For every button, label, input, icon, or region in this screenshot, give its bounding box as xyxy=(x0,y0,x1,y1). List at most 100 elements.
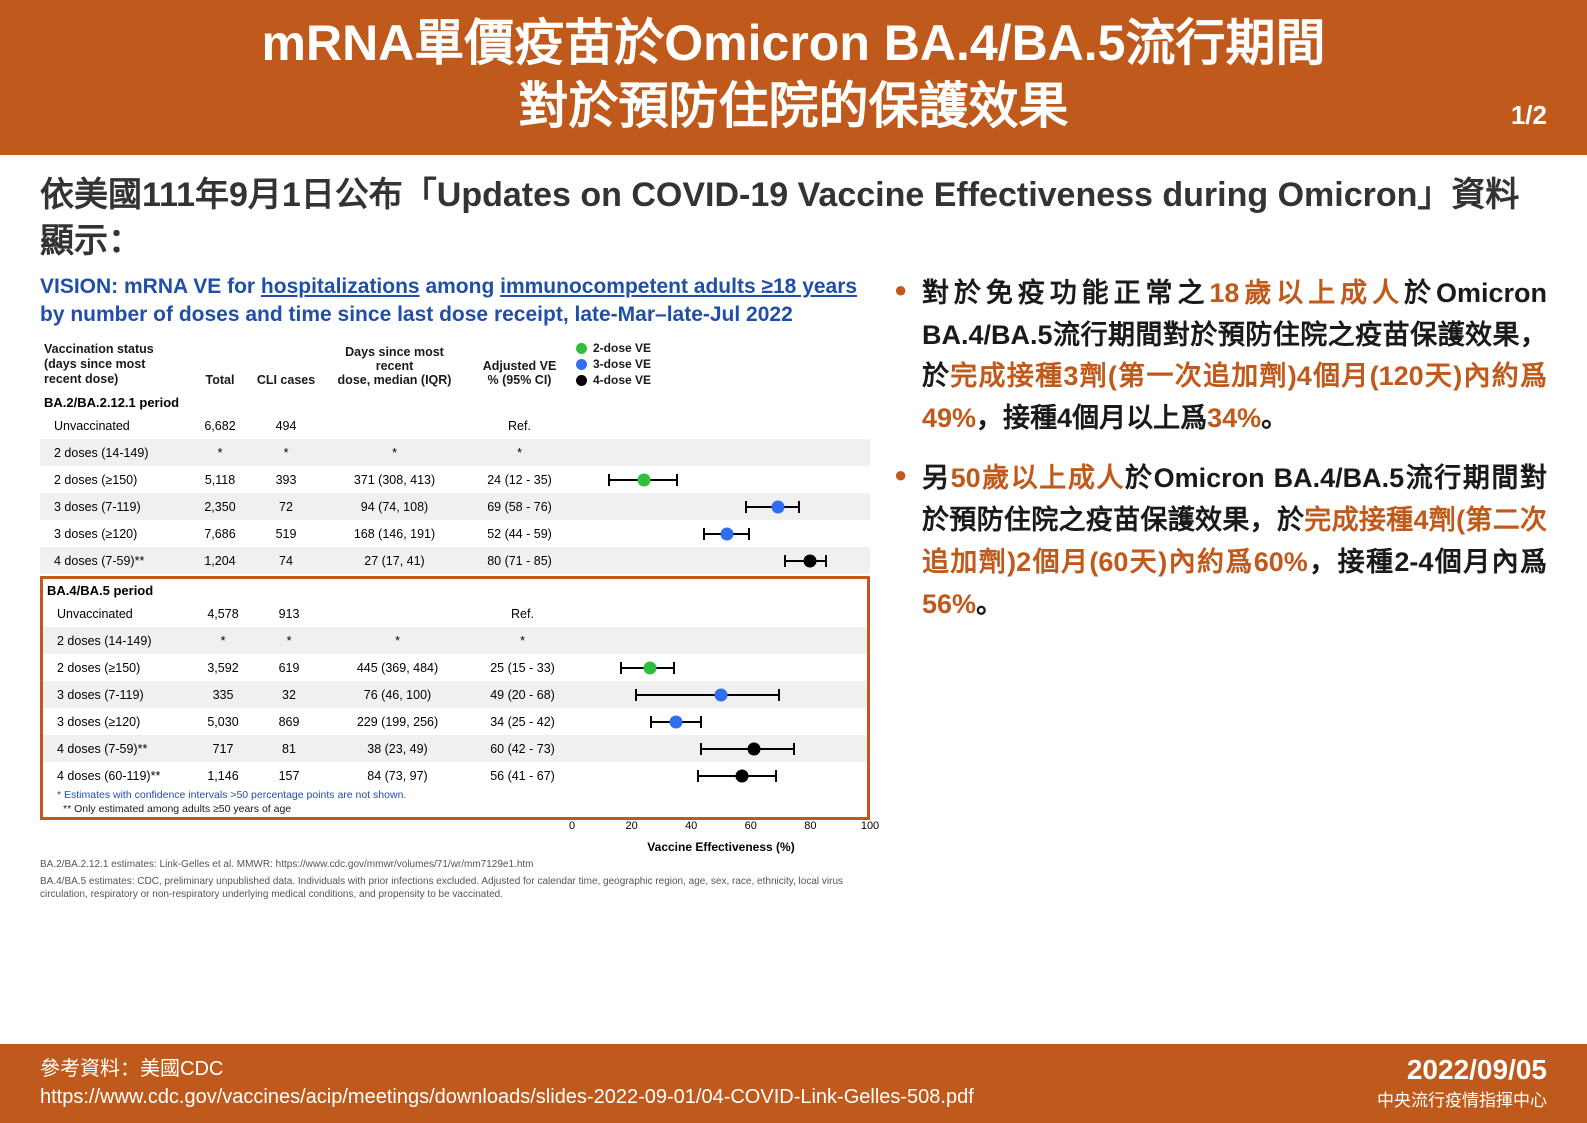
cell-cli: 72 xyxy=(250,500,322,514)
legend-label: 3-dose VE xyxy=(593,357,651,371)
cell-cli: 494 xyxy=(250,419,322,433)
forest-plot-cell xyxy=(575,708,867,735)
forest-plot-cell xyxy=(575,681,867,708)
footer-date: 2022/09/05 xyxy=(1377,1054,1547,1086)
cell-cli: 519 xyxy=(250,527,322,541)
cell-cli: * xyxy=(250,446,322,460)
cell-cli: 81 xyxy=(253,742,325,756)
bullet-item: 對於免疫功能正常之18歲以上成人於Omicron BA.4/BA.5流行期間對於… xyxy=(894,273,1547,440)
cell-ve: 60 (42 - 73) xyxy=(470,742,575,756)
bullet-list: 對於免疫功能正常之18歲以上成人於Omicron BA.4/BA.5流行期間對於… xyxy=(894,273,1547,626)
cell-cli: 393 xyxy=(250,473,322,487)
chart-title-seg: VISION: mRNA VE for xyxy=(40,275,261,298)
chart-title: VISION: mRNA VE for hospitalizations amo… xyxy=(40,273,870,330)
cell-status: 2 doses (14-149) xyxy=(43,634,193,648)
intro-text: 依美國111年9月1日公布「Updates on COVID-19 Vaccin… xyxy=(0,155,1587,273)
forest-plot-cell xyxy=(575,735,867,762)
footer-reference: 參考資料：美國CDC https://www.cdc.gov/vaccines/… xyxy=(40,1055,974,1111)
axis-tick: 0 xyxy=(569,820,575,832)
legend-label: 4-dose VE xyxy=(593,373,651,387)
cell-days: 229 (199, 256) xyxy=(325,715,470,729)
forest-plot-cell xyxy=(575,627,867,654)
section-ba45-highlighted: BA.4/BA.5 periodUnvaccinated 4,578 913 R… xyxy=(40,576,870,819)
col-cli: CLI cases xyxy=(250,373,322,387)
cell-total: 3,592 xyxy=(193,661,253,675)
chart-title-seg: by number of doses and time since last d… xyxy=(40,303,793,326)
legend-item: 4-dose VE xyxy=(576,373,651,387)
chart-legend: 2-dose VE 3-dose VE 4-dose VE xyxy=(572,341,870,387)
cell-ve: 49 (20 - 68) xyxy=(470,688,575,702)
cell-total: 4,578 xyxy=(193,607,253,621)
cell-cli: 913 xyxy=(253,607,325,621)
cell-total: 7,686 xyxy=(190,527,250,541)
cell-days: 445 (369, 484) xyxy=(325,661,470,675)
body-text: 對於免疫功能正常之 xyxy=(922,278,1209,308)
table-row: 3 doses (7-119) 335 32 76 (46, 100) 49 (… xyxy=(43,681,867,708)
axis-tick: 80 xyxy=(804,820,816,832)
cell-status: 2 doses (≥150) xyxy=(43,661,193,675)
cell-days: 76 (46, 100) xyxy=(325,688,470,702)
highlight-text: 50歲以上成人 xyxy=(951,463,1125,493)
col-total: Total xyxy=(190,373,250,387)
cell-days: 38 (23, 49) xyxy=(325,742,470,756)
cell-status: 3 doses (≥120) xyxy=(43,715,193,729)
cell-ve: * xyxy=(470,634,575,648)
cell-status: 3 doses (7-119) xyxy=(43,688,193,702)
bullet-item: 另50歲以上成人於Omicron BA.4/BA.5流行期間對於預防住院之疫苗保… xyxy=(894,458,1547,625)
highlight-text: 56% xyxy=(922,589,976,619)
cell-status: 4 doses (60-119)** xyxy=(43,769,193,783)
cell-ve: 25 (15 - 33) xyxy=(470,661,575,675)
axis-tick: 20 xyxy=(625,820,637,832)
cell-status: Unvaccinated xyxy=(43,607,193,621)
x-axis-ticks: 020406080100 xyxy=(572,820,870,838)
table-header-row: Vaccination status(days since mostrecent… xyxy=(40,341,870,391)
cell-ve: 34 (25 - 42) xyxy=(470,715,575,729)
summary-panel: 對於免疫功能正常之18歲以上成人於Omicron BA.4/BA.5流行期間對於… xyxy=(894,273,1547,901)
cell-cli: * xyxy=(253,634,325,648)
body-text: 。 xyxy=(1261,403,1288,433)
cell-total: 1,146 xyxy=(193,769,253,783)
chart-title-seg: among xyxy=(420,275,501,298)
cell-days: 371 (308, 413) xyxy=(322,473,467,487)
cell-total: 5,030 xyxy=(193,715,253,729)
cell-cli: 619 xyxy=(253,661,325,675)
cell-status: 3 doses (7-119) xyxy=(40,500,190,514)
forest-plot-cell xyxy=(575,600,867,627)
forest-plot-cell xyxy=(575,762,867,789)
cell-total: 335 xyxy=(193,688,253,702)
header-bar: mRNA單價疫苗於Omicron BA.4/BA.5流行期間對於預防住院的保護效… xyxy=(0,0,1587,155)
body-text: ，接種4個月以上爲 xyxy=(976,403,1207,433)
section-title: BA.4/BA.5 period xyxy=(43,579,867,600)
body-text: 。 xyxy=(976,589,1003,619)
highlight-text: 34% xyxy=(1207,403,1261,433)
col-status: Vaccination status(days since mostrecent… xyxy=(40,342,190,387)
legend-label: 2-dose VE xyxy=(593,341,651,355)
cell-days: 84 (73, 97) xyxy=(325,769,470,783)
footnote-star: * Estimates with confidence intervals >5… xyxy=(43,789,867,803)
cell-total: 1,204 xyxy=(190,554,250,568)
table-row: Unvaccinated 4,578 913 Ref. xyxy=(43,600,867,627)
chart-title-underline: immunocompetent adults ≥18 years xyxy=(500,275,857,298)
forest-plot-cell xyxy=(572,493,870,520)
legend-dot-icon xyxy=(576,343,587,354)
forest-plot-cell xyxy=(575,654,867,681)
cell-days: * xyxy=(322,446,467,460)
cell-total: 2,350 xyxy=(190,500,250,514)
footer-ref-url: https://www.cdc.gov/vaccines/acip/meetin… xyxy=(40,1083,974,1111)
col-ve: Adjusted VE% (95% CI) xyxy=(467,359,572,387)
cell-ve: Ref. xyxy=(467,419,572,433)
cell-total: 5,118 xyxy=(190,473,250,487)
chart-title-underline: hospitalizations xyxy=(261,275,420,298)
page-number: 1/2 xyxy=(1511,100,1547,131)
cell-ve: 69 (58 - 76) xyxy=(467,500,572,514)
cell-cli: 157 xyxy=(253,769,325,783)
section-title: BA.2/BA.2.12.1 period xyxy=(40,391,870,412)
axis-tick: 40 xyxy=(685,820,697,832)
cell-status: 3 doses (≥120) xyxy=(40,527,190,541)
table-row: 4 doses (60-119)** 1,146 157 84 (73, 97)… xyxy=(43,762,867,789)
forest-plot-cell xyxy=(572,520,870,547)
body-text: 另 xyxy=(922,463,951,493)
chart-panel: VISION: mRNA VE for hospitalizations amo… xyxy=(40,273,870,901)
cell-total: * xyxy=(193,634,253,648)
x-axis-label: Vaccine Effectiveness (%) xyxy=(572,840,870,854)
